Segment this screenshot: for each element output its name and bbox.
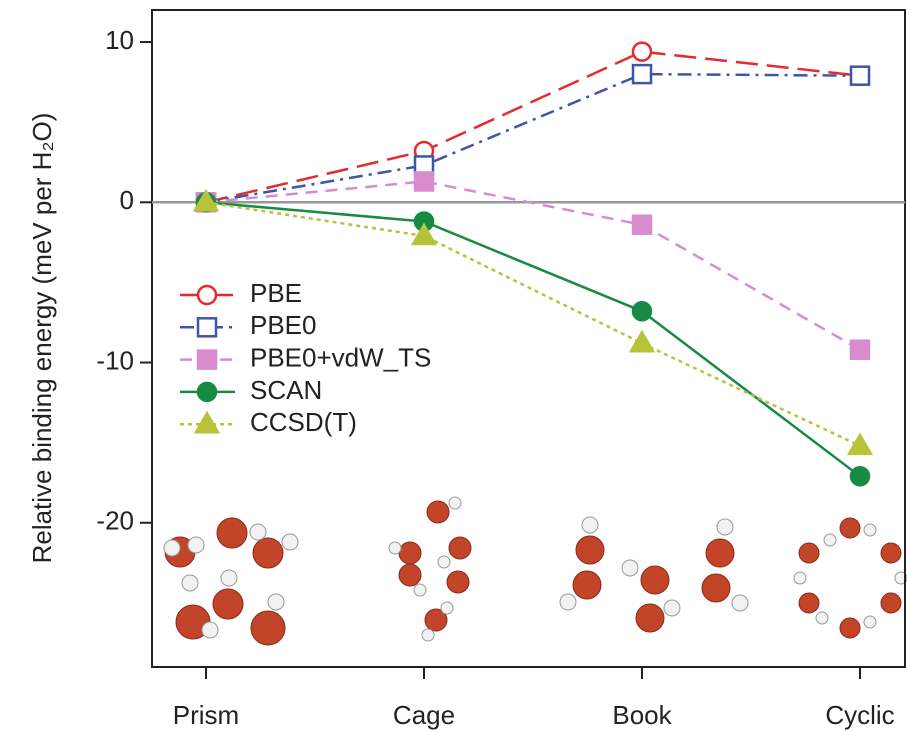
- legend-label: PBE: [250, 278, 302, 308]
- series-line: [205, 50, 861, 204]
- legend-marker: [196, 317, 218, 338]
- data-point: [631, 63, 653, 85]
- series-line: [205, 180, 861, 351]
- y-tick-label: 0: [120, 185, 134, 215]
- x-tick-label: Cyclic: [825, 700, 894, 730]
- data-point: [628, 329, 656, 353]
- data-point: [631, 214, 653, 235]
- series-line: [205, 72, 861, 204]
- legend-marker: [196, 381, 218, 403]
- molecules: [163, 496, 907, 646]
- legend-marker: [196, 349, 218, 370]
- x-tick-label: Cage: [393, 700, 455, 730]
- data-point: [849, 65, 871, 86]
- y-axis-label: Relative binding energy (meV per H₂O): [27, 113, 57, 564]
- series-line: [205, 201, 861, 478]
- data-point: [849, 339, 871, 360]
- x-tick-label: Book: [612, 700, 672, 730]
- y-tick-label: 10: [105, 25, 134, 55]
- legend-label: PBE0: [250, 310, 317, 340]
- y-tick-label: -10: [96, 345, 134, 375]
- series-line: [205, 201, 861, 447]
- legend-label: CCSD(T): [250, 407, 357, 437]
- x-tick-label: Prism: [173, 700, 239, 730]
- data-point: [631, 41, 653, 62]
- plot-frame: [151, 9, 906, 668]
- data-point: [410, 222, 438, 246]
- legend-label: SCAN: [250, 375, 322, 405]
- data-point: [846, 432, 874, 456]
- legend-label: PBE0+vdW_TS: [250, 342, 431, 372]
- data-point: [849, 466, 871, 487]
- data-point: [192, 188, 220, 212]
- y-tick-label: -20: [96, 506, 134, 536]
- data-point: [413, 171, 435, 192]
- data-point: [631, 301, 653, 322]
- legend-marker: [196, 284, 218, 306]
- legend-marker: [193, 410, 221, 434]
